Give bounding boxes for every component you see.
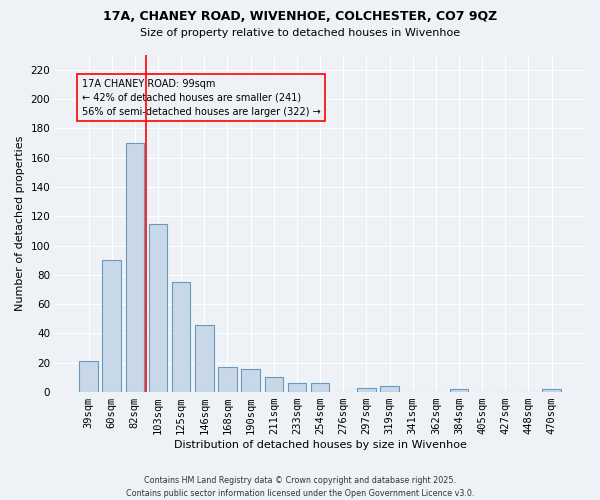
Text: 17A CHANEY ROAD: 99sqm
← 42% of detached houses are smaller (241)
56% of semi-de: 17A CHANEY ROAD: 99sqm ← 42% of detached… [82,78,320,116]
Bar [450,389,468,392]
Text: Size of property relative to detached houses in Wivenhoe: Size of property relative to detached ho… [140,28,460,38]
X-axis label: Distribution of detached houses by size in Wivenhoe: Distribution of detached houses by size … [173,440,467,450]
Bar [195,324,214,392]
Text: Contains HM Land Registry data © Crown copyright and database right 2025.
Contai: Contains HM Land Registry data © Crown c… [126,476,474,498]
Bar [79,362,98,392]
Bar [380,386,399,392]
Y-axis label: Number of detached properties: Number of detached properties [15,136,25,311]
Bar [149,224,167,392]
Bar [218,367,237,392]
Text: 17A, CHANEY ROAD, WIVENHOE, COLCHESTER, CO7 9QZ: 17A, CHANEY ROAD, WIVENHOE, COLCHESTER, … [103,10,497,23]
Bar [241,368,260,392]
Bar [125,143,144,392]
Bar [542,389,561,392]
Bar [357,388,376,392]
Bar [103,260,121,392]
Bar [287,384,306,392]
Bar [265,378,283,392]
Bar [172,282,190,392]
Bar [311,384,329,392]
